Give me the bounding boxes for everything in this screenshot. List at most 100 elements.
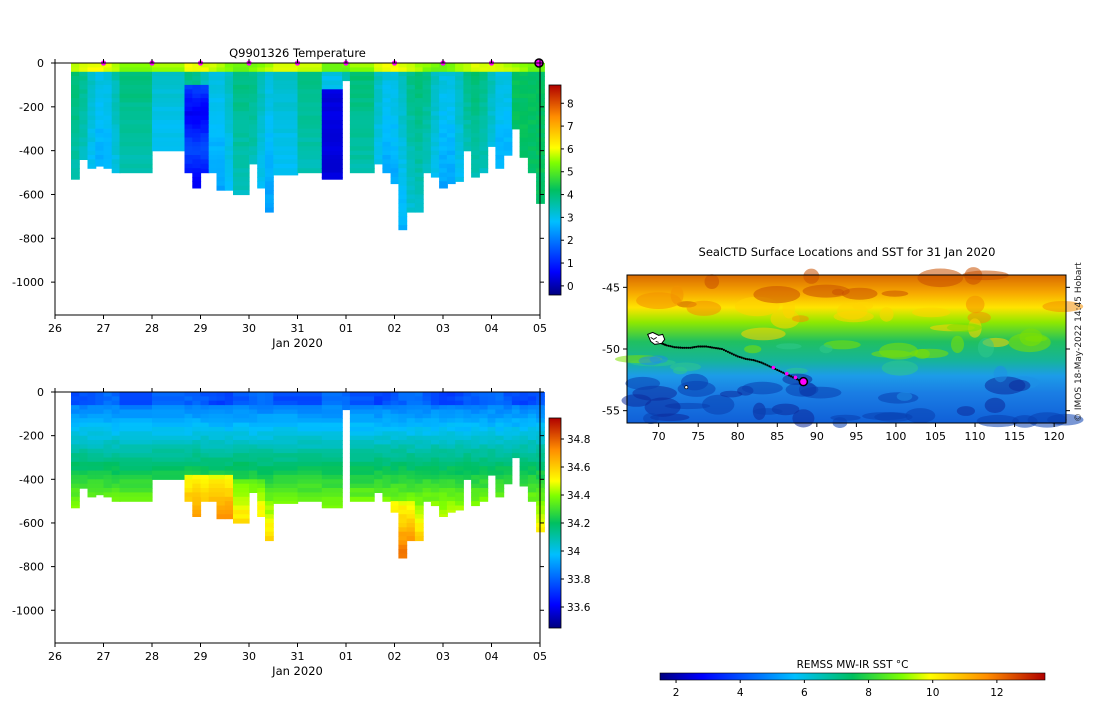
section-cell <box>192 435 202 441</box>
section-cell <box>87 128 97 134</box>
section-cell <box>233 106 250 112</box>
section-cell <box>87 102 97 108</box>
section-cell <box>471 422 480 428</box>
map-y-tick-label: -45 <box>602 281 620 294</box>
section-cell <box>382 67 392 73</box>
track-point <box>762 362 765 365</box>
section-cell <box>216 483 226 489</box>
x-tick-label: 27 <box>97 650 111 663</box>
section-cell <box>446 492 456 498</box>
section-cell <box>192 120 202 125</box>
section-cell <box>71 159 80 165</box>
section-cell <box>446 76 456 82</box>
section-cell <box>495 400 505 406</box>
section-cell <box>390 479 400 485</box>
section-cell <box>446 453 456 459</box>
section-cell <box>265 396 274 402</box>
section-cell <box>455 172 464 178</box>
section-cell <box>224 71 234 77</box>
section-cell <box>455 63 464 68</box>
section-cell <box>495 137 505 143</box>
section-cell <box>192 440 202 445</box>
section-cell <box>265 181 274 187</box>
section-cell <box>446 181 456 185</box>
section-cell <box>463 124 473 130</box>
section-cell <box>103 137 113 143</box>
section-cell <box>265 128 274 134</box>
section-cell <box>152 470 186 476</box>
section-cell <box>257 93 266 99</box>
section-cell <box>192 76 202 82</box>
section-cell <box>224 453 234 459</box>
section-cell <box>265 474 274 480</box>
x-axis-label: Jan 2020 <box>271 336 323 350</box>
section-cell <box>273 163 299 169</box>
section-cell <box>224 426 234 432</box>
track-point <box>693 346 696 349</box>
section-cell <box>406 106 416 112</box>
x-tick-label: 02 <box>388 322 402 335</box>
section-cell <box>398 553 408 559</box>
section-cell <box>71 422 80 428</box>
section-cell <box>265 418 274 424</box>
section-cell <box>321 111 343 117</box>
section-cell <box>273 76 299 82</box>
section-cell <box>273 80 299 86</box>
section-cell <box>503 479 513 485</box>
section-cell <box>200 120 210 125</box>
section-cell <box>455 120 464 125</box>
section-cell <box>249 405 258 411</box>
section-cell <box>382 84 392 90</box>
section-cell <box>216 185 226 191</box>
section-cell <box>216 392 226 397</box>
section-cell <box>200 474 210 480</box>
section-cell <box>479 98 489 104</box>
track-profile-point <box>771 365 776 370</box>
section-cell <box>487 98 497 104</box>
section-cell <box>208 111 218 117</box>
section-cell <box>390 435 400 441</box>
section-cell <box>503 137 513 143</box>
section-cell <box>414 413 424 419</box>
section-cell <box>192 418 202 424</box>
section-cell <box>349 392 375 397</box>
section-cell <box>233 396 250 402</box>
section-cell <box>249 146 258 152</box>
track-point <box>687 346 690 349</box>
section-cell <box>224 133 234 139</box>
section-cell <box>249 466 258 472</box>
section-cell <box>439 453 448 459</box>
section-cell <box>119 150 153 156</box>
section-cell <box>382 474 392 480</box>
section-cell <box>471 89 480 95</box>
section-cell <box>265 422 274 428</box>
section-cell <box>398 422 408 428</box>
section-cell <box>390 496 400 502</box>
section-cell <box>224 474 234 480</box>
section-cell <box>430 435 440 441</box>
section-cell <box>430 111 440 117</box>
section-cell <box>95 137 105 143</box>
section-cell <box>527 80 537 86</box>
section-cell <box>414 190 424 196</box>
section-cell <box>265 194 274 200</box>
section-cell <box>479 400 489 406</box>
section-cell <box>273 418 299 424</box>
track-point <box>675 346 678 349</box>
section-cell <box>297 93 323 99</box>
section-cell <box>439 159 448 165</box>
section-cell <box>414 509 424 515</box>
section-cell <box>495 422 505 428</box>
section-cell <box>439 128 448 134</box>
section-cell <box>374 89 383 95</box>
section-cell <box>406 93 416 99</box>
section-cell <box>446 115 456 121</box>
section-cell <box>208 431 218 437</box>
section-cell <box>398 185 408 191</box>
section-cell <box>216 409 226 415</box>
section-cell <box>374 159 383 165</box>
section-cell <box>446 413 456 419</box>
section-cell <box>446 168 456 174</box>
track-point <box>778 369 781 372</box>
section-cell <box>390 501 400 507</box>
